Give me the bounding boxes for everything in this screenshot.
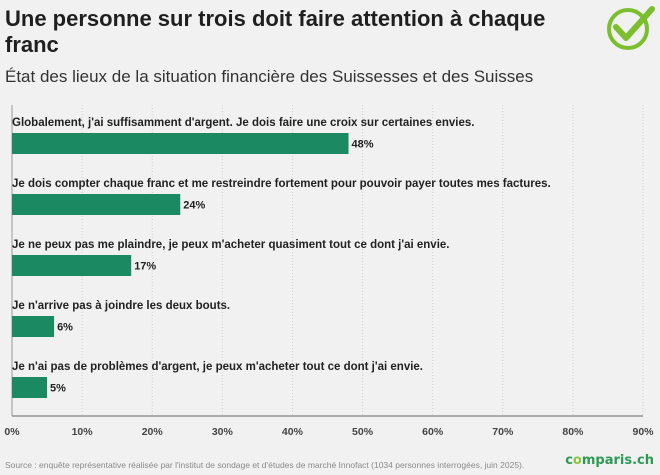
checkmark-icon <box>607 6 655 50</box>
x-tick-label: 0% <box>4 426 20 438</box>
data-label: 48% <box>352 139 374 151</box>
bar <box>12 133 349 154</box>
x-tick-label: 60% <box>422 426 444 438</box>
bar <box>12 316 55 337</box>
chart-subtitle: État des lieux de la situation financièr… <box>5 67 534 86</box>
brand-logo: comparis.ch <box>565 453 654 468</box>
x-tick-label: 80% <box>562 426 584 438</box>
x-tick-label: 40% <box>282 426 304 438</box>
category-label: Je n'ai pas de problèmes d'argent, je pe… <box>12 361 423 373</box>
x-tick-label: 30% <box>212 426 234 438</box>
data-label: 24% <box>183 200 205 212</box>
brand-prefix: c <box>565 453 573 468</box>
brand-suffix: mparis.ch <box>581 453 654 468</box>
category-label: Je n'arrive pas à joindre les deux bouts… <box>12 300 230 312</box>
x-tick-label: 50% <box>352 426 374 438</box>
x-tick-label: 70% <box>492 426 514 438</box>
bar <box>12 255 132 276</box>
brand-o: o <box>572 453 582 468</box>
x-tick-label: 90% <box>632 426 654 438</box>
bar <box>12 377 48 398</box>
data-label: 6% <box>57 322 73 334</box>
category-label: Je dois compter chaque franc et me restr… <box>12 178 551 190</box>
category-label: Globalement, j'ai suffisamment d'argent.… <box>12 117 474 129</box>
bar <box>12 194 181 215</box>
x-tick-label: 20% <box>142 426 164 438</box>
data-label: 17% <box>134 261 156 273</box>
chart-title: Une personne sur trois doit faire attent… <box>5 6 546 57</box>
x-tick-label: 10% <box>72 426 94 438</box>
data-label: 5% <box>50 383 66 395</box>
source-note: Source : enquête représentative réalisée… <box>5 460 525 470</box>
category-label: Je ne peux pas me plaindre, je peux m'ac… <box>12 239 450 251</box>
